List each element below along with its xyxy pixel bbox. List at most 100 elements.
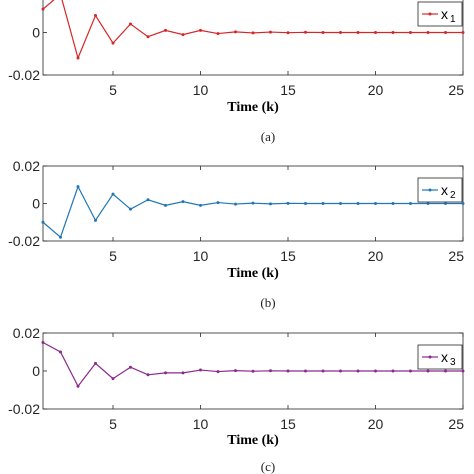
data-point (286, 31, 290, 35)
x-tick-label: 15 (280, 248, 296, 264)
legend-swatch-marker (428, 355, 432, 359)
data-point (94, 361, 97, 365)
data-point (461, 31, 465, 34)
series-line (42, 0, 463, 60)
legend-swatch-marker (428, 188, 432, 192)
x-tick-label: 20 (368, 248, 384, 264)
data-point (234, 202, 237, 206)
data-point (164, 28, 167, 32)
data-point (164, 371, 167, 375)
data-point (269, 202, 272, 206)
x-tick-label: 5 (109, 416, 117, 432)
data-point (251, 31, 255, 35)
y-tick-label: 0 (32, 25, 40, 41)
data-point (339, 31, 342, 34)
data-point (94, 14, 97, 17)
legend-label-subscript: 3 (450, 357, 456, 368)
data-point (41, 341, 45, 344)
data-point (129, 207, 132, 211)
data-point (111, 377, 115, 381)
data-point (41, 7, 45, 11)
data-point (461, 369, 465, 373)
data-point (216, 370, 220, 374)
data-point (234, 369, 237, 373)
data-point (199, 203, 202, 207)
legend-label: x (441, 6, 448, 22)
data-point (444, 202, 447, 205)
y-tick-label: 0.02 (13, 325, 40, 341)
y-tick-label: 0 (32, 363, 40, 379)
y-tick-label: 0.02 (13, 158, 40, 174)
data-point (251, 369, 255, 373)
legend-label-subscript: 1 (450, 14, 456, 25)
data-point (286, 201, 290, 205)
plot-frame (42, 0, 464, 76)
x-tick-label: 10 (193, 416, 209, 432)
data-point (76, 56, 80, 60)
x-axis-label: Time (k) (227, 100, 279, 115)
data-point (234, 30, 237, 34)
data-point (146, 198, 150, 202)
data-point (409, 31, 412, 34)
x-tick-label: 15 (280, 416, 296, 432)
data-point (426, 202, 430, 205)
x-tick-label: 5 (109, 82, 117, 98)
data-point (304, 30, 307, 34)
x-tick-label: 10 (193, 82, 209, 98)
subfigure-caption: (b) (260, 295, 275, 310)
legend-box (417, 1, 463, 27)
data-point (199, 28, 202, 32)
data-point (181, 33, 185, 37)
x-tick-label: 20 (368, 416, 384, 432)
data-point (59, 235, 62, 239)
data-point (304, 369, 307, 373)
series-line (42, 341, 463, 388)
data-point (216, 201, 220, 205)
data-point (339, 202, 342, 205)
data-point (374, 31, 377, 34)
subfigure-caption: (a) (261, 129, 275, 144)
data-point (391, 202, 395, 205)
x-tick-label: 15 (280, 82, 296, 98)
data-point (181, 200, 185, 204)
data-point (321, 202, 325, 205)
data-point (286, 369, 290, 373)
y-tick-label: 0 (32, 196, 40, 212)
x-tick-label: 20 (368, 82, 384, 98)
x-tick-label: 25 (448, 82, 464, 98)
legend-label: x (441, 349, 448, 365)
data-point (374, 202, 377, 205)
data-point (426, 31, 430, 34)
data-point (356, 369, 360, 373)
legend-swatch-marker (428, 12, 432, 16)
data-point (321, 31, 325, 34)
data-point (59, 350, 62, 354)
data-point (444, 31, 447, 34)
data-point (146, 35, 150, 39)
x-tick-label: 25 (448, 416, 464, 432)
x-axis-label: Time (k) (227, 433, 279, 448)
data-point (269, 30, 272, 34)
data-point (356, 31, 360, 34)
data-point (461, 202, 465, 205)
data-point (374, 369, 377, 373)
data-point (409, 202, 412, 205)
x-tick-label: 5 (109, 248, 117, 264)
data-point (444, 369, 447, 373)
data-point (304, 202, 307, 205)
data-point (111, 192, 115, 196)
data-point (94, 218, 97, 222)
data-point (321, 369, 325, 373)
chart-panel: 5 10 15 20 25 0.02 0 -0.02 Time (k) (c) x 3 (8, 325, 465, 474)
chart-panel: 5 10 15 20 25 0.02 0 -0.02 Time (k) (b) x 2 (8, 158, 465, 310)
data-point (426, 369, 430, 373)
data-point (41, 220, 45, 224)
y-tick-label: -0.02 (8, 67, 40, 83)
data-point (251, 201, 255, 205)
legend-label-subscript: 2 (450, 190, 456, 201)
data-point (111, 41, 115, 45)
x-tick-label: 25 (448, 248, 464, 264)
